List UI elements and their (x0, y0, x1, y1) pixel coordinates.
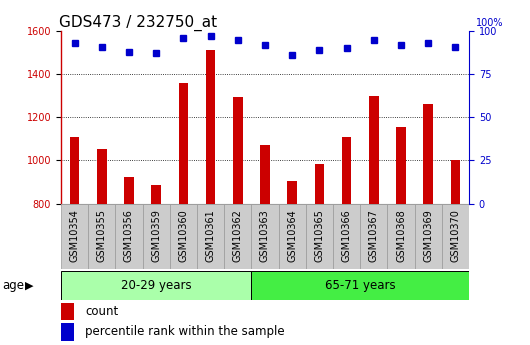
Text: GSM10363: GSM10363 (260, 209, 270, 262)
Text: GSM10362: GSM10362 (233, 209, 243, 262)
Bar (287, 181, 297, 204)
Bar (70, 137, 80, 204)
Text: 100%: 100% (476, 18, 503, 28)
Text: percentile rank within the sample: percentile rank within the sample (85, 325, 285, 338)
Text: 65-71 years: 65-71 years (325, 279, 395, 292)
Text: GSM10366: GSM10366 (342, 209, 351, 262)
Bar (143, 204, 170, 269)
Bar (387, 204, 414, 269)
Bar (224, 204, 251, 269)
Text: GSM10356: GSM10356 (124, 209, 134, 262)
Bar (396, 127, 406, 204)
Bar (306, 204, 333, 269)
Text: ▶: ▶ (25, 280, 34, 290)
Bar (251, 271, 469, 300)
Text: GSM10360: GSM10360 (179, 209, 188, 262)
Bar (197, 204, 224, 269)
Bar (233, 97, 243, 204)
Text: GSM10369: GSM10369 (423, 209, 433, 262)
Text: 20-29 years: 20-29 years (121, 279, 191, 292)
Bar (333, 204, 360, 269)
Bar (260, 145, 270, 204)
Text: GSM10361: GSM10361 (206, 209, 216, 262)
Text: count: count (85, 305, 119, 318)
Text: GSM10365: GSM10365 (314, 209, 324, 262)
Bar (251, 204, 279, 269)
Bar (179, 83, 188, 204)
Bar (152, 185, 161, 204)
Text: age: age (3, 279, 25, 292)
Bar (315, 164, 324, 204)
Bar (369, 96, 378, 204)
Bar (279, 204, 306, 269)
Text: GSM10370: GSM10370 (450, 209, 461, 262)
Bar (116, 204, 143, 269)
Text: GSM10364: GSM10364 (287, 209, 297, 262)
Bar (442, 204, 469, 269)
Text: GSM10368: GSM10368 (396, 209, 406, 262)
Bar (360, 204, 387, 269)
Bar (61, 271, 251, 300)
Text: GDS473 / 232750_at: GDS473 / 232750_at (59, 15, 217, 31)
Bar (414, 204, 442, 269)
Text: GSM10367: GSM10367 (369, 209, 379, 262)
Bar (61, 204, 88, 269)
Text: GSM10359: GSM10359 (151, 209, 161, 262)
Bar (88, 204, 116, 269)
Bar (342, 137, 351, 204)
Bar (61, 324, 74, 341)
Bar (61, 303, 74, 320)
Bar (206, 50, 215, 204)
Bar (450, 160, 460, 204)
Bar (423, 104, 433, 204)
Bar (170, 204, 197, 269)
Text: GSM10354: GSM10354 (69, 209, 80, 262)
Bar (97, 149, 107, 204)
Bar (124, 177, 134, 204)
Text: GSM10355: GSM10355 (97, 209, 107, 262)
